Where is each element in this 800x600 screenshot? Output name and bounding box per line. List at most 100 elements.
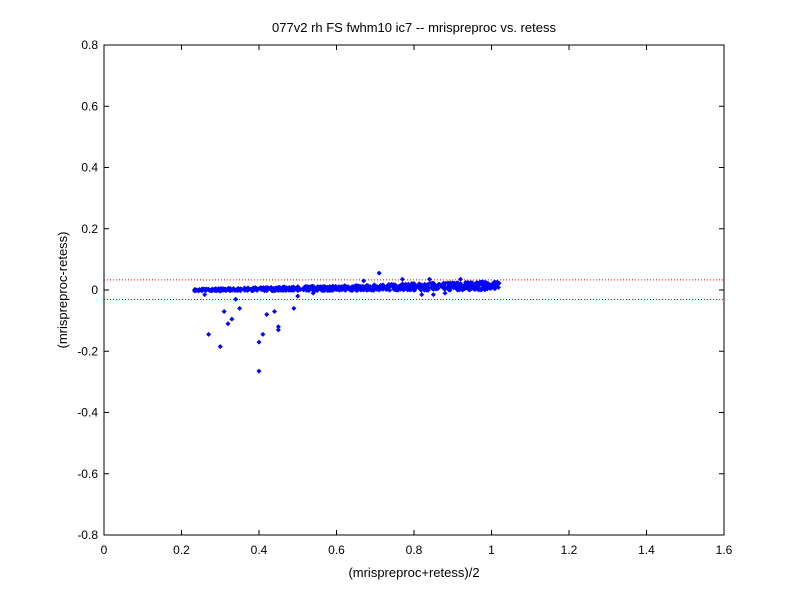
- data-point: [412, 281, 418, 287]
- data-point: [295, 293, 301, 299]
- data-point: [468, 281, 474, 287]
- data-point: [221, 308, 227, 314]
- data-point: [435, 286, 441, 292]
- data-point: [458, 276, 463, 282]
- data-point: [395, 287, 401, 293]
- data-point: [312, 286, 318, 292]
- data-point: [273, 285, 279, 291]
- data-point: [260, 331, 266, 337]
- data-points: [192, 270, 502, 374]
- chart-title: 077v2 rh FS fwhm10 ic7 -- mrispreproc vs…: [272, 20, 556, 35]
- data-point: [459, 287, 465, 293]
- data-point: [377, 283, 383, 289]
- data-point: [454, 280, 460, 286]
- data-point: [376, 270, 382, 276]
- data-point: [264, 312, 270, 317]
- data-point: [496, 280, 502, 286]
- data-point: [442, 290, 448, 296]
- data-point: [225, 285, 231, 291]
- data-point: [339, 284, 345, 290]
- x-tick-label: 1: [488, 543, 495, 557]
- data-point: [470, 284, 476, 290]
- data-point: [422, 285, 428, 291]
- data-point: [237, 305, 243, 311]
- data-point: [250, 288, 256, 294]
- x-tick-label: 0.6: [328, 543, 345, 557]
- data-point: [430, 292, 436, 298]
- data-point: [245, 287, 251, 293]
- data-point: [371, 286, 377, 292]
- x-tick-label: 1.2: [561, 543, 578, 557]
- y-tick-label: 0.8: [81, 38, 98, 52]
- y-tick-label: -0.2: [77, 344, 98, 358]
- data-point: [270, 287, 276, 293]
- data-point: [317, 286, 323, 292]
- data-point: [430, 285, 436, 291]
- data-point: [201, 286, 207, 292]
- data-point: [463, 285, 469, 291]
- data-point: [383, 287, 389, 293]
- data-point: [192, 287, 198, 293]
- data-point: [310, 290, 316, 296]
- data-point: [303, 287, 309, 293]
- data-point: [487, 282, 493, 288]
- data-point: [371, 282, 377, 288]
- data-point: [357, 286, 363, 292]
- data-point: [306, 284, 312, 290]
- x-axis-title: (mrispreproc+retess)/2: [348, 565, 479, 580]
- data-point: [427, 280, 433, 286]
- x-tick-label: 0.8: [406, 543, 423, 557]
- data-point: [493, 279, 499, 285]
- x-tick-label: 0.2: [173, 543, 190, 557]
- y-tick-label: 0.4: [81, 161, 98, 175]
- data-point: [439, 283, 445, 289]
- data-point: [482, 284, 488, 290]
- data-point: [233, 296, 239, 302]
- data-point: [237, 286, 243, 292]
- data-point: [229, 316, 235, 322]
- data-point: [416, 281, 422, 287]
- data-point: [351, 283, 357, 289]
- data-point: [202, 292, 208, 298]
- y-tick-label: -0.4: [77, 406, 98, 420]
- data-point: [387, 287, 393, 293]
- data-point: [280, 284, 286, 290]
- data-point: [266, 285, 272, 291]
- data-point: [209, 287, 215, 293]
- data-point: [272, 308, 277, 314]
- x-tick-label: 1.6: [716, 543, 733, 557]
- data-point: [275, 324, 281, 330]
- data-point: [256, 339, 262, 345]
- data-point: [398, 284, 404, 290]
- y-tick-label: -0.8: [77, 528, 98, 542]
- x-tick-label: 1.4: [638, 543, 655, 557]
- x-tick-label: 0: [101, 543, 108, 557]
- data-point: [322, 288, 328, 294]
- data-point: [221, 287, 227, 293]
- data-point: [417, 285, 423, 291]
- y-tick-label: 0: [91, 283, 98, 297]
- data-point: [361, 286, 367, 292]
- data-point: [217, 344, 223, 350]
- data-point: [445, 280, 451, 286]
- data-point: [217, 288, 223, 294]
- data-point: [242, 287, 248, 293]
- data-point: [206, 331, 212, 337]
- data-point: [275, 327, 281, 333]
- data-point: [419, 292, 425, 298]
- data-point: [225, 321, 231, 327]
- y-tick-label: 0.6: [81, 99, 98, 113]
- data-point: [291, 305, 297, 311]
- data-point: [261, 285, 267, 291]
- x-axis-ticks: 0 0.2 0.4 0.6 0.8 1 1.2 1.4 1.6: [101, 45, 733, 557]
- data-point: [447, 285, 453, 291]
- data-point: [295, 287, 301, 293]
- data-point: [386, 282, 392, 288]
- y-axis-ticks: -0.8 -0.6 -0.4 -0.2 0 0.2 0.4 0.6 0.8: [77, 38, 724, 542]
- data-point: [399, 276, 405, 282]
- data-point: [256, 368, 262, 374]
- data-point: [361, 278, 367, 284]
- data-point: [332, 286, 338, 292]
- data-point: [213, 286, 219, 292]
